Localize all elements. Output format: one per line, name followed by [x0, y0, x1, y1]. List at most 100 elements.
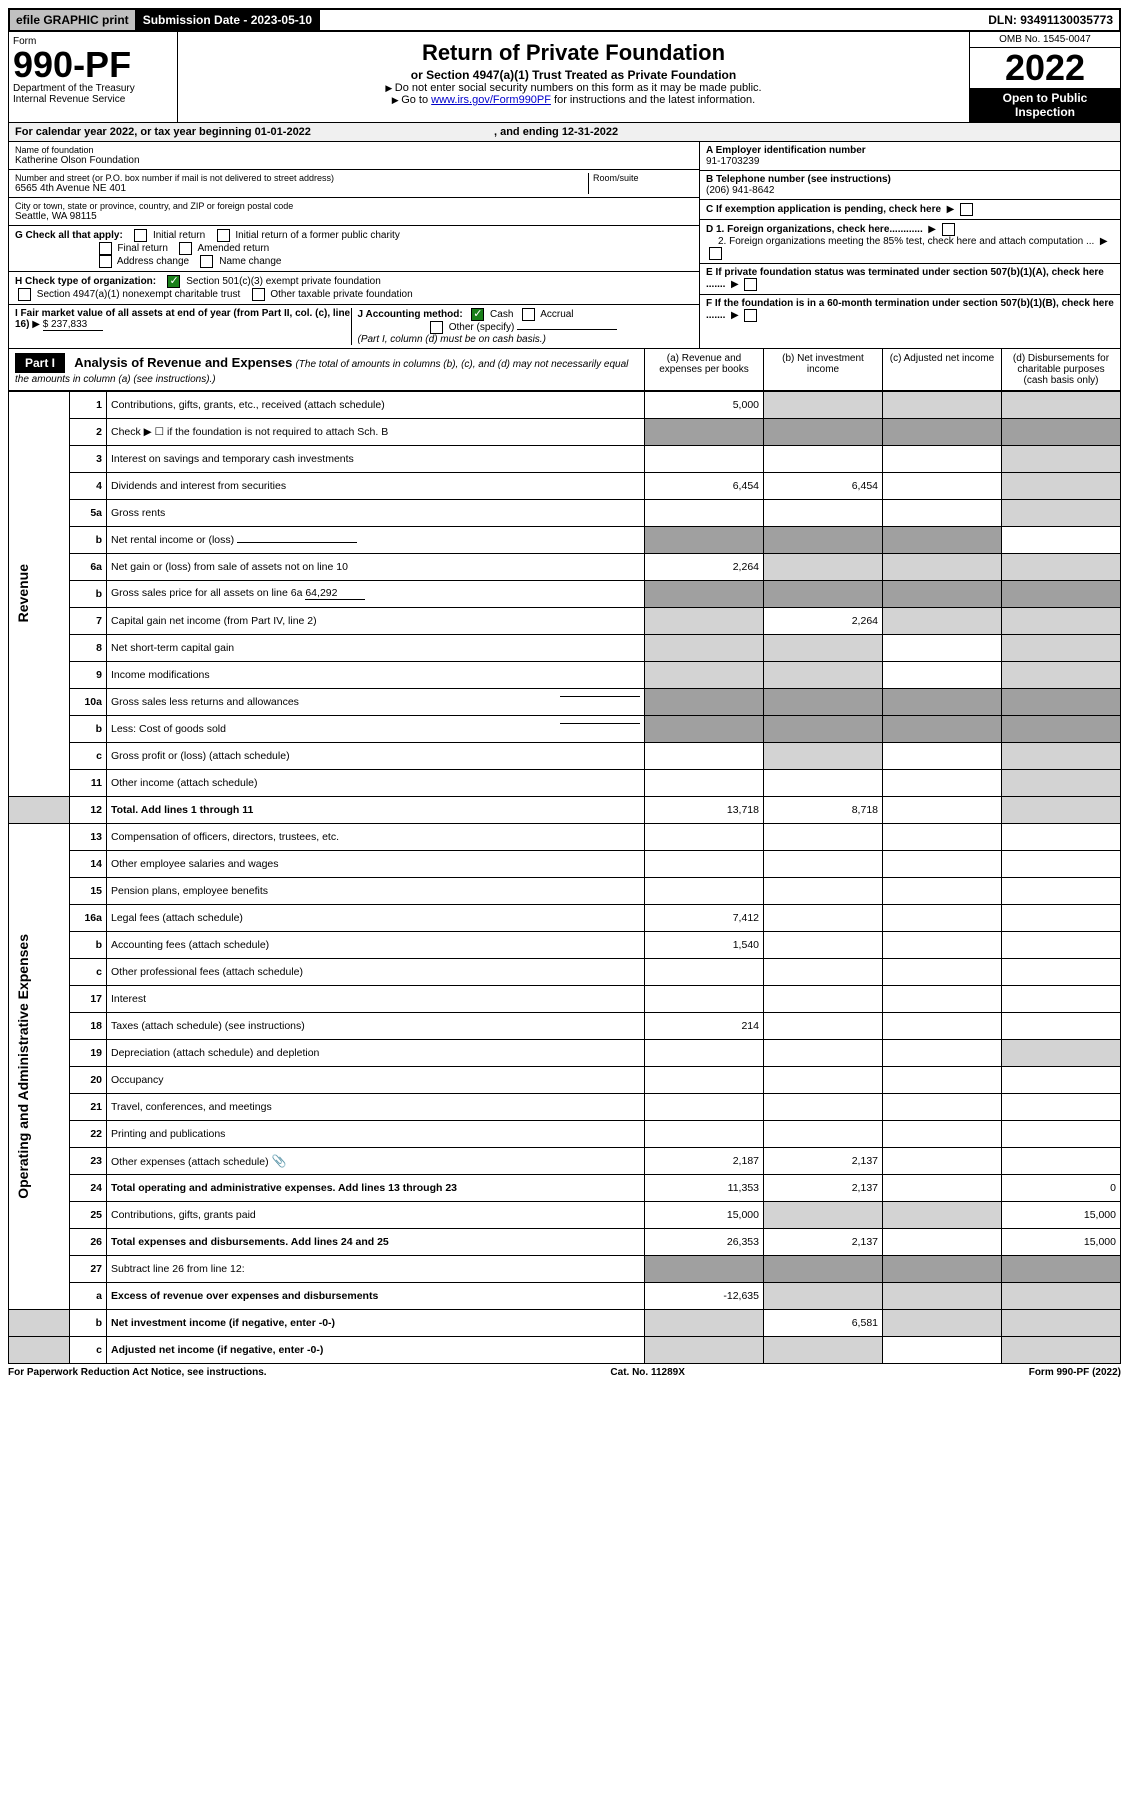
d1-label: D 1. Foreign organizations, check here..…: [706, 224, 923, 235]
h-label: H Check type of organization:: [15, 276, 156, 287]
line-22: 22Printing and publications: [9, 1120, 1121, 1147]
checkbox-amended[interactable]: [179, 242, 192, 255]
line-9: 9Income modifications: [9, 661, 1121, 688]
city-label: City or town, state or province, country…: [15, 201, 693, 211]
page-footer: For Paperwork Reduction Act Notice, see …: [8, 1364, 1121, 1381]
footer-right: Form 990-PF (2022): [1029, 1367, 1121, 1378]
line-10c: cGross profit or (loss) (attach schedule…: [9, 742, 1121, 769]
dln-label: DLN: 93491130035773: [982, 10, 1119, 30]
line-27: 27Subtract line 26 from line 12:: [9, 1255, 1121, 1282]
part1-table: Revenue 1Contributions, gifts, grants, e…: [8, 391, 1121, 1364]
line-27c: cAdjusted net income (if negative, enter…: [9, 1336, 1121, 1363]
footer-mid: Cat. No. 11289X: [610, 1367, 684, 1378]
expenses-label: Operating and Administrative Expenses: [13, 930, 33, 1203]
omb-number: OMB No. 1545-0047: [970, 32, 1120, 48]
attachment-icon[interactable]: 📎: [272, 1154, 287, 1168]
open-public-badge: Open to PublicInspection: [970, 88, 1120, 122]
checkbox-85pct[interactable]: [709, 247, 722, 260]
ein-label: A Employer identification number: [706, 145, 866, 156]
line-27a: aExcess of revenue over expenses and dis…: [9, 1282, 1121, 1309]
efile-print-button[interactable]: efile GRAPHIC print: [10, 10, 137, 30]
line-11: 11Other income (attach schedule): [9, 769, 1121, 796]
checkbox-other-method[interactable]: [430, 321, 443, 334]
checkbox-cash[interactable]: [471, 308, 484, 321]
dept-line1: Department of the Treasury: [13, 83, 173, 94]
form-number: 990-PF: [13, 47, 173, 83]
checkbox-other-taxable[interactable]: [252, 288, 265, 301]
c-label: C If exemption application is pending, c…: [706, 204, 941, 215]
checkbox-foreign-org[interactable]: [942, 223, 955, 236]
checkbox-accrual[interactable]: [522, 308, 535, 321]
foundation-info: Name of foundation Katherine Olson Found…: [8, 142, 1121, 349]
form-subtitle: or Section 4947(a)(1) Trust Treated as P…: [184, 68, 963, 82]
checkbox-exemption-pending[interactable]: [960, 203, 973, 216]
line-16b: bAccounting fees (attach schedule) 1,540: [9, 931, 1121, 958]
part1-label: Part I: [15, 353, 65, 373]
line-13: Operating and Administrative Expenses 13…: [9, 823, 1121, 850]
line-14: 14Other employee salaries and wages: [9, 850, 1121, 877]
line-16c: cOther professional fees (attach schedul…: [9, 958, 1121, 985]
line-26: 26Total expenses and disbursements. Add …: [9, 1228, 1121, 1255]
form-title: Return of Private Foundation: [184, 40, 963, 66]
col-b-head: (b) Net investment income: [763, 349, 882, 390]
line-16a: 16aLegal fees (attach schedule) 7,412: [9, 904, 1121, 931]
checkbox-501c3[interactable]: [167, 275, 180, 288]
foundation-name: Katherine Olson Foundation: [15, 155, 693, 166]
dept-line2: Internal Revenue Service: [13, 94, 173, 105]
line-1: Revenue 1Contributions, gifts, grants, e…: [9, 391, 1121, 418]
checkbox-initial-former[interactable]: [217, 229, 230, 242]
e-label: E If private foundation status was termi…: [706, 267, 1104, 290]
ein-value: 91-1703239: [706, 156, 759, 167]
tax-year: 2022: [970, 48, 1120, 88]
line-24: 24Total operating and administrative exp…: [9, 1174, 1121, 1201]
submission-date-label: Submission Date - 2023-05-10: [137, 10, 320, 30]
line-18: 18Taxes (attach schedule) (see instructi…: [9, 1012, 1121, 1039]
line-27b: bNet investment income (if negative, ent…: [9, 1309, 1121, 1336]
j-note: (Part I, column (d) must be on cash basi…: [358, 334, 546, 345]
name-label: Name of foundation: [15, 145, 693, 155]
note-goto: Go to www.irs.gov/Form990PF for instruct…: [184, 94, 963, 106]
checkbox-4947[interactable]: [18, 288, 31, 301]
form-header: Form 990-PF Department of the Treasury I…: [8, 32, 1121, 123]
d2-label: 2. Foreign organizations meeting the 85%…: [718, 236, 1094, 247]
checkbox-507b1a[interactable]: [744, 278, 757, 291]
line-4: 4Dividends and interest from securities …: [9, 472, 1121, 499]
part1-title: Analysis of Revenue and Expenses: [74, 355, 292, 370]
checkbox-address-change[interactable]: [99, 255, 112, 268]
revenue-label: Revenue: [13, 560, 33, 626]
checkbox-507b1b[interactable]: [744, 309, 757, 322]
phone-value: (206) 941-8642: [706, 185, 774, 196]
line-5a: 5aGross rents: [9, 499, 1121, 526]
room-label: Room/suite: [593, 173, 693, 183]
line-15: 15Pension plans, employee benefits: [9, 877, 1121, 904]
line-23: 23Other expenses (attach schedule) 📎 2,1…: [9, 1147, 1121, 1174]
phone-label: B Telephone number (see instructions): [706, 174, 891, 185]
line-5b: bNet rental income or (loss): [9, 526, 1121, 553]
line-12: 12Total. Add lines 1 through 11 13,7188,…: [9, 796, 1121, 823]
calendar-year-row: For calendar year 2022, or tax year begi…: [8, 123, 1121, 142]
line-20: 20Occupancy: [9, 1066, 1121, 1093]
col-c-head: (c) Adjusted net income: [882, 349, 1001, 390]
g-label: G Check all that apply:: [15, 230, 123, 241]
line-25: 25Contributions, gifts, grants paid 15,0…: [9, 1201, 1121, 1228]
col-a-head: (a) Revenue and expenses per books: [644, 349, 763, 390]
checkbox-final-return[interactable]: [99, 242, 112, 255]
irs-link[interactable]: www.irs.gov/Form990PF: [431, 94, 551, 106]
line-6a: 6aNet gain or (loss) from sale of assets…: [9, 553, 1121, 580]
line-6b: bGross sales price for all assets on lin…: [9, 580, 1121, 607]
address-label: Number and street (or P.O. box number if…: [15, 173, 588, 183]
footer-left: For Paperwork Reduction Act Notice, see …: [8, 1367, 267, 1378]
j-label: J Accounting method:: [358, 309, 463, 320]
foundation-city: Seattle, WA 98115: [15, 211, 693, 222]
checkbox-name-change[interactable]: [200, 255, 213, 268]
line-2: 2Check ▶ ☐ if the foundation is not requ…: [9, 418, 1121, 445]
note-no-ssn: Do not enter social security numbers on …: [184, 82, 963, 94]
checkbox-initial-return[interactable]: [134, 229, 147, 242]
part1-header: Part I Analysis of Revenue and Expenses …: [8, 349, 1121, 391]
top-bar: efile GRAPHIC print Submission Date - 20…: [8, 8, 1121, 32]
line-10a: 10aGross sales less returns and allowanc…: [9, 688, 1121, 715]
line-19: 19Depreciation (attach schedule) and dep…: [9, 1039, 1121, 1066]
line-7: 7Capital gain net income (from Part IV, …: [9, 607, 1121, 634]
line-21: 21Travel, conferences, and meetings: [9, 1093, 1121, 1120]
col-d-head: (d) Disbursements for charitable purpose…: [1001, 349, 1120, 390]
